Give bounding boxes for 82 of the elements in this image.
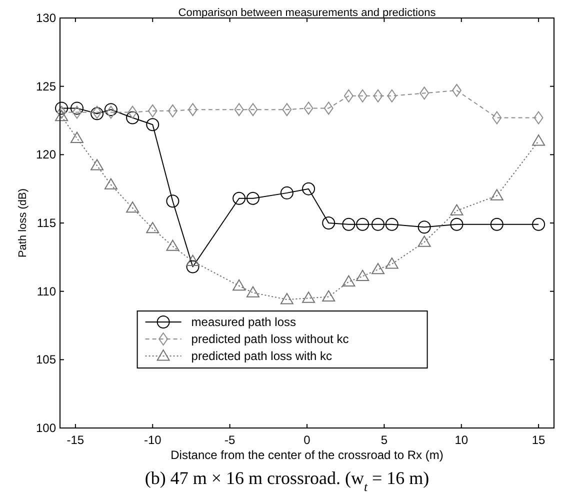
chart-title: Comparison between measurements and predictions xyxy=(178,7,436,19)
point xyxy=(385,258,398,269)
point xyxy=(387,89,397,102)
y-tick-label: 125 xyxy=(36,79,56,94)
x-tick-label: -5 xyxy=(224,433,236,447)
point xyxy=(358,89,368,102)
point xyxy=(70,102,84,115)
point xyxy=(280,186,294,200)
y-tick-label: 105 xyxy=(36,352,56,367)
point xyxy=(166,194,180,208)
y-tick-label: 115 xyxy=(36,216,56,230)
point xyxy=(385,218,398,231)
point xyxy=(342,218,356,231)
point xyxy=(418,236,431,247)
point xyxy=(126,201,140,213)
point xyxy=(302,182,316,196)
point xyxy=(186,254,200,266)
point xyxy=(248,103,258,116)
y-tick-label: 130 xyxy=(36,11,56,25)
y-tick-label: 120 xyxy=(36,148,56,162)
x-tick-label: -15 xyxy=(66,433,84,447)
y-tick-label: 110 xyxy=(36,284,56,298)
point xyxy=(106,106,116,119)
point xyxy=(232,279,246,291)
point xyxy=(70,132,84,143)
legend-label: measured path loss xyxy=(191,315,296,329)
point xyxy=(420,86,430,100)
point xyxy=(304,102,314,115)
point xyxy=(356,218,370,231)
point xyxy=(342,275,356,286)
point xyxy=(450,218,464,231)
point xyxy=(55,102,68,115)
point xyxy=(344,89,354,102)
point xyxy=(322,290,336,302)
point xyxy=(232,192,246,205)
point xyxy=(126,111,140,124)
point xyxy=(356,270,370,281)
point xyxy=(372,262,385,274)
point xyxy=(492,111,502,124)
point xyxy=(534,111,544,124)
point xyxy=(532,218,546,231)
point xyxy=(490,189,504,200)
point xyxy=(148,104,158,118)
point xyxy=(246,286,260,298)
point xyxy=(373,89,383,102)
point xyxy=(128,106,138,119)
point xyxy=(72,106,82,119)
point xyxy=(452,84,462,97)
point xyxy=(302,292,316,303)
point xyxy=(186,260,200,274)
point xyxy=(56,106,66,119)
point xyxy=(418,220,431,234)
point xyxy=(490,218,504,231)
x-tick-label: 0 xyxy=(304,433,311,447)
point xyxy=(90,159,104,170)
point xyxy=(104,178,118,190)
point xyxy=(55,110,68,122)
x-tick-label: 15 xyxy=(532,433,546,447)
x-axis-title: Distance from the center of the crossroad to Rx (m) xyxy=(170,448,444,462)
point xyxy=(104,103,118,116)
point xyxy=(372,218,385,231)
point xyxy=(188,103,198,116)
point xyxy=(146,222,160,234)
point xyxy=(168,104,178,118)
legend-label: predicted path loss without kc xyxy=(191,332,349,346)
y-axis-title: Path loss (dB) xyxy=(17,188,29,258)
point xyxy=(280,293,294,304)
y-tick-label: 100 xyxy=(36,421,56,435)
point xyxy=(532,134,546,146)
point xyxy=(450,204,464,216)
x-tick-label: 10 xyxy=(454,433,468,447)
text: (b) 47 m × 16 m crossroad. (w$_{t}$ = 16 m) xyxy=(144,468,430,494)
point xyxy=(324,102,334,115)
x-tick-label: 5 xyxy=(380,433,388,447)
point xyxy=(234,103,244,116)
point xyxy=(166,240,180,251)
point xyxy=(282,103,292,116)
point xyxy=(146,118,160,132)
point xyxy=(322,216,336,230)
x-tick-label: -10 xyxy=(144,433,162,447)
point xyxy=(246,192,260,205)
legend-label: predicted path loss with kc xyxy=(191,349,332,363)
